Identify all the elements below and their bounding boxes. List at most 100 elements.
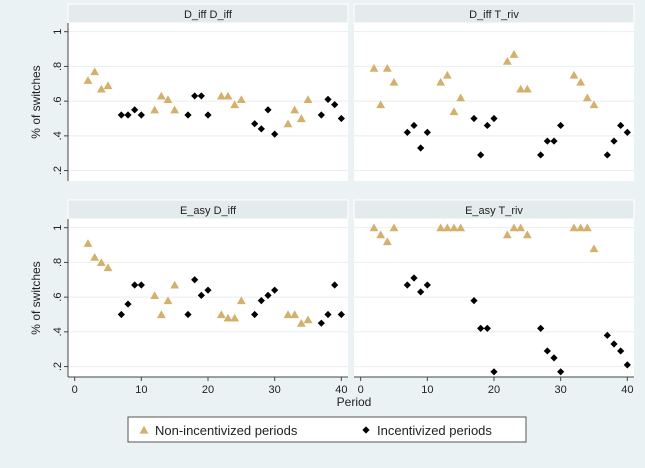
point-non-incentivized xyxy=(163,296,173,305)
legend-label-non-incentivized: Non-incentivized periods xyxy=(155,423,298,438)
point-non-incentivized xyxy=(376,100,386,109)
point-non-incentivized xyxy=(516,223,526,232)
point-incentivized xyxy=(490,368,498,376)
point-non-incentivized xyxy=(296,114,306,123)
point-non-incentivized xyxy=(442,70,452,79)
point-non-incentivized xyxy=(449,107,459,116)
point-incentivized xyxy=(331,101,339,109)
point-non-incentivized xyxy=(150,105,160,114)
x-tick-label: 0 xyxy=(358,384,364,396)
panel-2: D_iff T_riv xyxy=(353,3,635,181)
point-non-incentivized xyxy=(230,313,240,322)
point-non-incentivized xyxy=(170,105,180,114)
point-non-incentivized xyxy=(290,105,300,114)
point-incentivized xyxy=(550,354,558,362)
point-incentivized xyxy=(610,340,618,348)
point-non-incentivized xyxy=(216,91,226,100)
point-incentivized xyxy=(537,151,545,159)
plot-area xyxy=(354,219,634,377)
point-non-incentivized xyxy=(376,230,386,239)
point-incentivized xyxy=(557,368,565,376)
point-non-incentivized xyxy=(389,77,399,86)
point-non-incentivized xyxy=(502,56,512,65)
x-tick-label: 20 xyxy=(488,384,500,396)
point-incentivized xyxy=(257,125,265,133)
point-incentivized xyxy=(204,286,212,294)
point-incentivized xyxy=(483,324,491,332)
legend-box xyxy=(127,416,527,443)
point-incentivized xyxy=(490,114,498,123)
point-non-incentivized xyxy=(216,310,226,319)
point-non-incentivized xyxy=(576,223,586,232)
point-incentivized xyxy=(137,281,145,289)
y-tick-label: .6 xyxy=(52,97,64,106)
point-non-incentivized xyxy=(389,223,399,232)
point-non-incentivized xyxy=(103,81,113,90)
point-incentivized xyxy=(117,111,125,119)
x-tick-label: 0 xyxy=(72,384,78,396)
panel-title: E_asy D_iff xyxy=(180,205,237,217)
point-incentivized xyxy=(617,347,625,355)
point-non-incentivized xyxy=(156,91,166,100)
point-non-incentivized xyxy=(296,318,306,327)
point-non-incentivized xyxy=(170,280,180,289)
point-non-incentivized xyxy=(223,91,233,100)
point-incentivized xyxy=(251,120,259,128)
x-tick-label: 30 xyxy=(269,384,281,396)
point-incentivized xyxy=(337,310,345,319)
point-non-incentivized xyxy=(442,223,452,232)
point-incentivized xyxy=(477,151,485,159)
point-incentivized xyxy=(271,286,279,294)
point-incentivized xyxy=(331,281,339,289)
point-non-incentivized xyxy=(509,223,519,232)
point-incentivized xyxy=(204,111,212,119)
point-non-incentivized xyxy=(236,95,246,103)
point-non-incentivized xyxy=(230,100,240,109)
point-non-incentivized xyxy=(150,291,160,299)
point-non-incentivized xyxy=(156,310,166,319)
point-incentivized xyxy=(617,121,625,130)
point-incentivized xyxy=(623,361,631,369)
point-incentivized xyxy=(184,310,192,319)
x-tick-label: 40 xyxy=(335,384,347,396)
point-incentivized xyxy=(324,310,332,319)
point-non-incentivized xyxy=(90,252,100,261)
point-incentivized xyxy=(410,274,418,282)
point-non-incentivized xyxy=(303,315,313,324)
point-non-incentivized xyxy=(163,95,173,103)
point-incentivized xyxy=(197,291,205,299)
point-incentivized xyxy=(191,92,199,100)
y-tick-label: .6 xyxy=(52,293,64,302)
point-incentivized xyxy=(117,310,125,319)
point-non-incentivized xyxy=(589,244,599,253)
point-incentivized xyxy=(184,111,192,119)
point-non-incentivized xyxy=(449,223,459,232)
point-non-incentivized xyxy=(569,223,579,232)
point-incentivized xyxy=(470,297,478,305)
point-non-incentivized xyxy=(96,84,106,93)
point-incentivized xyxy=(610,137,618,145)
point-non-incentivized xyxy=(456,93,466,102)
point-incentivized xyxy=(410,121,418,130)
point-non-incentivized xyxy=(369,223,379,232)
point-incentivized xyxy=(623,128,631,136)
point-incentivized xyxy=(337,114,345,123)
point-non-incentivized xyxy=(522,84,532,93)
point-non-incentivized xyxy=(582,223,592,232)
legend-marker-non-incentivized xyxy=(139,425,149,434)
point-non-incentivized xyxy=(456,223,466,232)
y-axis-title: % of switches xyxy=(29,261,43,334)
plot-area xyxy=(68,219,348,377)
point-incentivized xyxy=(251,310,259,319)
point-non-incentivized xyxy=(582,93,592,102)
point-incentivized xyxy=(131,281,139,289)
panels-group: D_iff D_iff .2 .4 .6 .8 1 % of switches D_iff T… xyxy=(29,3,635,396)
x-tick-label: 10 xyxy=(421,384,433,396)
point-non-incentivized xyxy=(90,67,100,76)
point-non-incentivized xyxy=(103,263,113,272)
panel-1: D_iff D_iff .2 .4 .6 .8 1 % of switches xyxy=(29,3,349,181)
point-non-incentivized xyxy=(83,239,93,247)
point-incentivized xyxy=(470,114,478,123)
point-non-incentivized xyxy=(303,95,313,103)
